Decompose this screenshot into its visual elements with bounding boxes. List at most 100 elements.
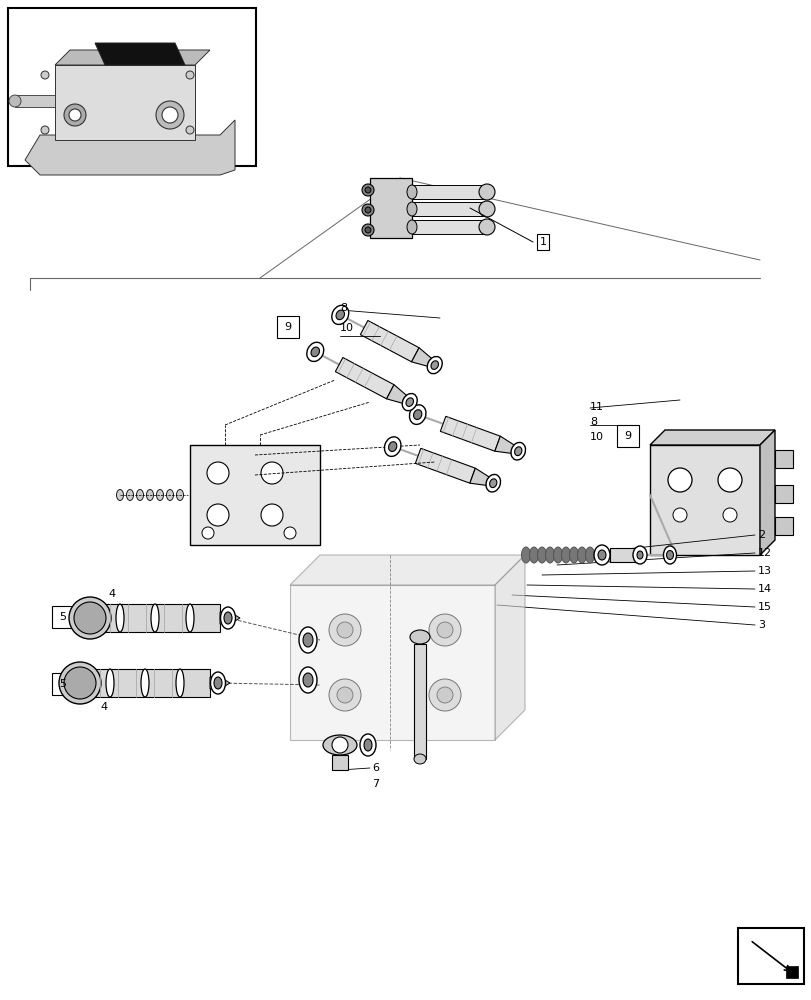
Ellipse shape xyxy=(529,547,538,563)
Text: 5: 5 xyxy=(59,612,67,622)
Ellipse shape xyxy=(59,662,101,704)
Bar xyxy=(15,95,55,107)
Ellipse shape xyxy=(514,447,521,456)
Ellipse shape xyxy=(186,604,194,632)
Ellipse shape xyxy=(116,604,124,632)
Circle shape xyxy=(284,527,296,539)
Bar xyxy=(8,8,255,166)
Circle shape xyxy=(186,126,194,134)
Ellipse shape xyxy=(401,394,417,411)
Ellipse shape xyxy=(224,612,232,624)
Text: 12: 12 xyxy=(757,548,771,558)
Ellipse shape xyxy=(406,202,417,216)
Circle shape xyxy=(186,71,194,79)
Ellipse shape xyxy=(636,551,642,559)
Ellipse shape xyxy=(210,672,225,694)
Circle shape xyxy=(436,687,453,703)
Ellipse shape xyxy=(136,489,144,500)
Text: 6: 6 xyxy=(371,763,379,773)
Ellipse shape xyxy=(303,633,312,647)
Polygon shape xyxy=(411,348,432,367)
Bar xyxy=(411,202,487,216)
Ellipse shape xyxy=(176,489,183,500)
Polygon shape xyxy=(415,448,474,483)
Bar xyxy=(190,445,320,545)
Bar xyxy=(785,966,797,978)
Text: 7: 7 xyxy=(371,779,379,789)
Text: 13: 13 xyxy=(757,566,771,576)
Ellipse shape xyxy=(156,101,184,129)
Circle shape xyxy=(207,462,229,484)
Polygon shape xyxy=(495,555,525,740)
Ellipse shape xyxy=(127,489,133,500)
Ellipse shape xyxy=(332,305,348,324)
Ellipse shape xyxy=(64,667,96,699)
Bar xyxy=(277,316,298,338)
Ellipse shape xyxy=(363,739,371,751)
Circle shape xyxy=(260,462,283,484)
Polygon shape xyxy=(220,612,240,624)
Ellipse shape xyxy=(413,410,422,420)
Ellipse shape xyxy=(221,607,235,629)
Polygon shape xyxy=(649,445,759,555)
Ellipse shape xyxy=(69,109,81,121)
Polygon shape xyxy=(440,416,500,451)
Circle shape xyxy=(332,737,348,753)
Ellipse shape xyxy=(561,547,570,563)
Text: 1: 1 xyxy=(539,237,546,247)
Bar xyxy=(774,517,792,535)
Text: 11: 11 xyxy=(590,402,603,412)
Ellipse shape xyxy=(577,547,586,563)
Ellipse shape xyxy=(545,547,554,563)
Ellipse shape xyxy=(431,361,438,369)
Text: 9: 9 xyxy=(624,431,631,441)
Ellipse shape xyxy=(166,489,174,500)
Ellipse shape xyxy=(116,489,123,500)
Text: 4: 4 xyxy=(108,589,115,599)
Ellipse shape xyxy=(633,546,646,564)
Bar xyxy=(52,606,74,628)
Circle shape xyxy=(202,527,214,539)
Ellipse shape xyxy=(151,604,159,632)
Circle shape xyxy=(337,687,353,703)
Bar xyxy=(370,178,411,238)
Polygon shape xyxy=(95,43,185,65)
Circle shape xyxy=(260,504,283,526)
Ellipse shape xyxy=(311,347,319,357)
Ellipse shape xyxy=(384,437,401,456)
Ellipse shape xyxy=(162,107,178,123)
Ellipse shape xyxy=(406,398,413,406)
Text: 3: 3 xyxy=(757,620,764,630)
Ellipse shape xyxy=(323,735,357,755)
Ellipse shape xyxy=(521,547,530,563)
Ellipse shape xyxy=(336,310,344,320)
Ellipse shape xyxy=(362,184,374,196)
Ellipse shape xyxy=(537,547,546,563)
Circle shape xyxy=(328,614,361,646)
Ellipse shape xyxy=(74,602,106,634)
Text: 15: 15 xyxy=(757,602,771,612)
Text: 14: 14 xyxy=(757,584,771,594)
Ellipse shape xyxy=(406,185,417,199)
Ellipse shape xyxy=(64,104,86,126)
Circle shape xyxy=(207,504,229,526)
Ellipse shape xyxy=(298,627,316,653)
Text: 8: 8 xyxy=(340,303,346,313)
Circle shape xyxy=(722,508,736,522)
Ellipse shape xyxy=(69,597,111,639)
Bar xyxy=(774,485,792,503)
Text: 2: 2 xyxy=(757,530,764,540)
Ellipse shape xyxy=(388,442,397,452)
Polygon shape xyxy=(649,430,774,445)
Circle shape xyxy=(667,468,691,492)
Circle shape xyxy=(41,126,49,134)
Polygon shape xyxy=(290,585,495,740)
Bar xyxy=(737,928,803,984)
Ellipse shape xyxy=(307,342,324,361)
Polygon shape xyxy=(360,320,418,362)
Ellipse shape xyxy=(406,220,417,234)
Ellipse shape xyxy=(303,673,312,687)
Bar xyxy=(411,185,487,199)
Ellipse shape xyxy=(597,550,605,560)
Text: 10: 10 xyxy=(590,432,603,442)
